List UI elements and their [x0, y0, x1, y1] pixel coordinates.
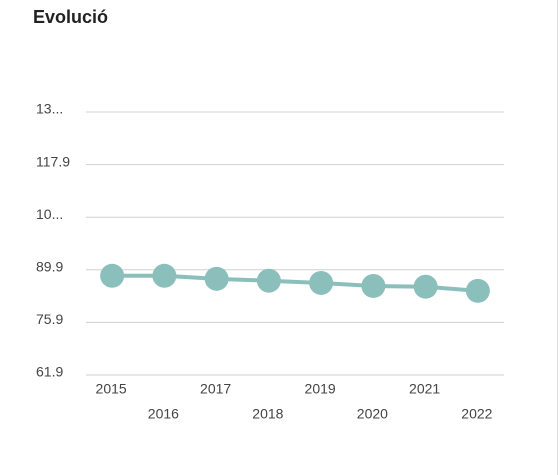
- data-point: [204, 266, 229, 291]
- y-tick-label: 89.9: [36, 259, 63, 275]
- data-point: [309, 270, 334, 295]
- chart-title: Evolució: [33, 7, 108, 27]
- x-tick-label: 2018: [252, 406, 283, 422]
- y-tick-label: 75.9: [36, 311, 63, 327]
- x-tick-label: 2021: [409, 381, 440, 397]
- data-point: [152, 263, 177, 288]
- y-tick-label: 10...: [36, 206, 63, 222]
- x-tick-label: 2015: [96, 381, 127, 397]
- y-tick-label: 13...: [36, 101, 63, 117]
- data-point: [361, 273, 386, 298]
- data-point: [256, 268, 281, 293]
- data-point: [413, 274, 438, 299]
- x-tick-label: 2017: [200, 381, 231, 397]
- y-tick-label: 61.9: [36, 364, 63, 380]
- x-tick-label: 2020: [357, 406, 388, 422]
- x-tick-label: 2019: [305, 381, 336, 397]
- x-tick-label: 2022: [461, 406, 492, 422]
- x-tick-label: 2016: [148, 406, 179, 422]
- data-point: [100, 263, 125, 288]
- data-point: [465, 278, 490, 303]
- y-tick-label: 117.9: [36, 153, 70, 169]
